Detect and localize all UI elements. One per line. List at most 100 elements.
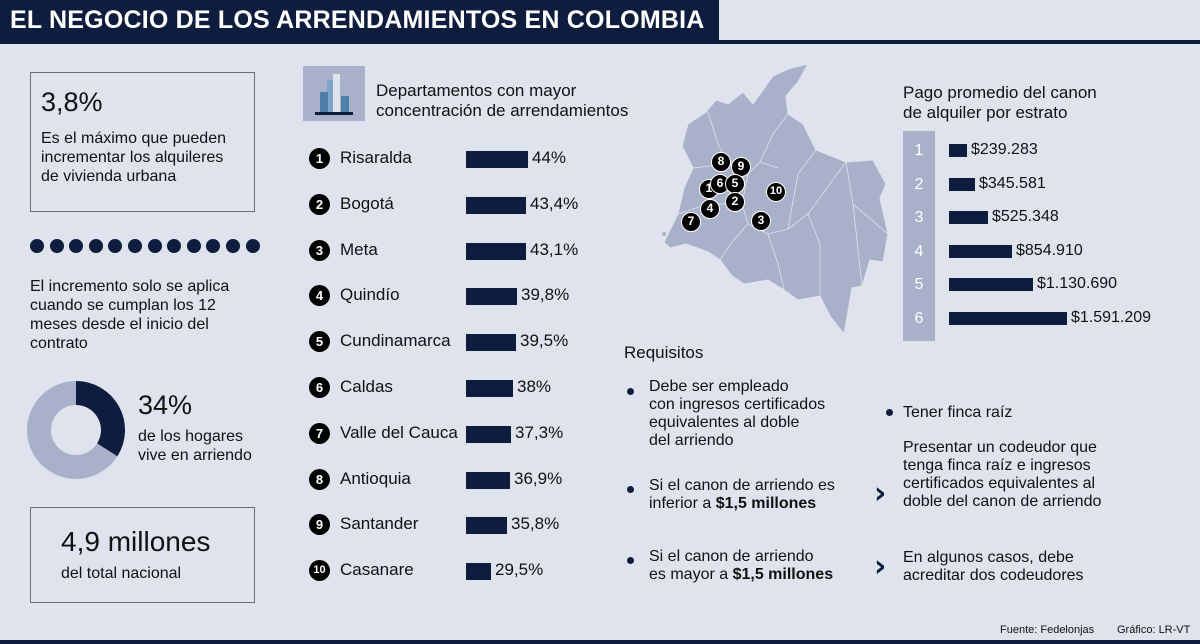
rank-number-4: 4 — [309, 285, 330, 307]
donut-share-34 — [75, 381, 125, 457]
map-pin-10: 10 — [766, 182, 786, 202]
ranking-title: Departamentos con mayor concentración de… — [376, 81, 629, 120]
rank-bar — [466, 471, 510, 489]
req-property: Tener finca raíz — [903, 404, 1013, 421]
req-bullet-4 — [886, 409, 893, 416]
source-note: Fuente: Fedelonjas — [1000, 624, 1095, 636]
estrato-value: $854.910 — [1016, 241, 1083, 259]
estrato-bar — [949, 278, 1033, 292]
rank-department-name: Cundinamarca — [340, 331, 451, 351]
households-donut-chart — [27, 381, 125, 479]
estrato-value: $239.283 — [971, 141, 1038, 158]
total-value: 4,9 millones — [61, 526, 211, 557]
map-pin-7: 7 — [681, 212, 701, 232]
increment-note: El incremento solo se aplica cuando se c… — [30, 278, 230, 352]
rank-value: 35,8% — [511, 514, 560, 534]
total-box: 4,9 millones del total nacional — [30, 507, 255, 603]
estrato-column — [903, 131, 935, 341]
rank-bar — [466, 151, 528, 168]
rank-number-5: 5 — [309, 331, 330, 353]
estrato-value: $345.581 — [979, 174, 1046, 192]
rank-department-name: Valle del Cauca — [340, 422, 458, 442]
rank-value: 43,1% — [530, 239, 579, 259]
req-bullet-1 — [627, 388, 634, 395]
building-icon — [303, 66, 365, 121]
estrato-value: $525.348 — [992, 208, 1059, 226]
estrato-number-6: 6 — [914, 310, 924, 327]
header-underline — [0, 40, 1200, 44]
rank-number-3: 3 — [309, 239, 330, 261]
credit-note: Gráfico: LR-VT — [1117, 624, 1191, 636]
req-above-threshold: Si el canon de arriendo es mayor a $1,5 … — [649, 548, 834, 583]
req-cosigner: Presentar un codeudor que tenga finca ra… — [903, 439, 1102, 510]
rank-department-name: Risaralda — [340, 148, 412, 167]
rank-bar — [466, 196, 526, 214]
rank-value: 37,3% — [515, 422, 564, 442]
footer-line — [0, 640, 1200, 644]
households-text: de los hogares vive en arriendo — [138, 428, 252, 464]
map-pin-5: 5 — [725, 174, 745, 194]
estrato-bar — [949, 177, 975, 191]
rank-department-name: Antioquia — [340, 468, 411, 488]
estrato-bar — [949, 244, 1012, 258]
map-pin-8: 8 — [711, 152, 731, 172]
req-two-cosigners: En algunos casos, debe acreditar dos cod… — [903, 549, 1084, 584]
rank-bar — [466, 517, 507, 535]
estrato-bar — [949, 211, 988, 225]
map-pin-4: 4 — [700, 199, 720, 219]
max-increase-text: Es el máximo que pueden incrementar los … — [41, 130, 226, 185]
rank-number-1: 1 — [309, 148, 330, 169]
rank-bar — [466, 288, 517, 306]
rank-bar — [466, 380, 513, 397]
rank-department-name: Santander — [340, 514, 419, 534]
req-employee: Debe ser empleado con ingresos certifica… — [649, 378, 826, 449]
rank-bar — [466, 334, 516, 352]
colombia-map — [662, 64, 889, 336]
rank-value: 38% — [517, 377, 552, 396]
estrato-number-1: 1 — [914, 142, 924, 159]
rank-number-9: 9 — [309, 514, 330, 536]
estrato-value: $1.591.209 — [1071, 309, 1152, 326]
households-value: 34% — [138, 390, 193, 420]
rank-value: 36,9% — [514, 468, 563, 488]
estrato-bar — [949, 312, 1067, 325]
rank-value: 39,8% — [521, 285, 570, 305]
rank-value: 44% — [532, 148, 567, 167]
chevron-right-icon: › — [874, 549, 887, 584]
total-text: del total nacional — [61, 565, 182, 582]
page-title: EL NEGOCIO DE LOS ARRENDAMIENTOS EN COLO… — [0, 0, 719, 40]
rank-bar — [466, 563, 491, 581]
map-pin-2: 2 — [725, 192, 745, 212]
max-increase-value: 3,8% — [41, 87, 103, 117]
rank-department-name: Caldas — [340, 377, 393, 396]
rank-bar — [466, 242, 526, 260]
rank-department-name: Casanare — [340, 560, 414, 580]
dot-divider — [30, 239, 270, 255]
rank-department-name: Bogotá — [340, 193, 394, 213]
estrato-number-2: 2 — [914, 175, 924, 193]
rank-value: 39,5% — [520, 331, 569, 351]
estrato-number-3: 3 — [914, 209, 924, 227]
rank-number-2: 2 — [309, 193, 330, 215]
rank-number-8: 8 — [309, 468, 330, 490]
estrato-number-4: 4 — [914, 242, 924, 260]
req-bullet-3 — [627, 557, 634, 564]
estrato-number-5: 5 — [914, 276, 924, 294]
rank-value: 29,5% — [495, 560, 544, 580]
estrato-title: Pago promedio del canon de alquiler por … — [903, 83, 1097, 122]
rank-value: 43,4% — [530, 193, 579, 213]
chevron-right-icon: › — [874, 476, 887, 511]
rank-number-6: 6 — [309, 377, 330, 398]
estrato-bar — [949, 144, 967, 157]
req-below-threshold: Si el canon de arriendo es inferior a $1… — [649, 477, 835, 512]
rank-number-10: 10 — [309, 560, 330, 582]
rank-bar — [466, 425, 511, 443]
rank-department-name: Meta — [340, 239, 378, 259]
rank-department-name: Quindío — [340, 285, 400, 305]
map-pin-3: 3 — [751, 211, 771, 231]
req-bullet-2 — [627, 486, 634, 493]
rank-number-7: 7 — [309, 422, 330, 444]
requisitos-title: Requisitos — [624, 343, 704, 362]
estrato-value: $1.130.690 — [1037, 275, 1118, 293]
max-increase-box: 3,8% Es el máximo que pueden incrementar… — [30, 72, 255, 212]
